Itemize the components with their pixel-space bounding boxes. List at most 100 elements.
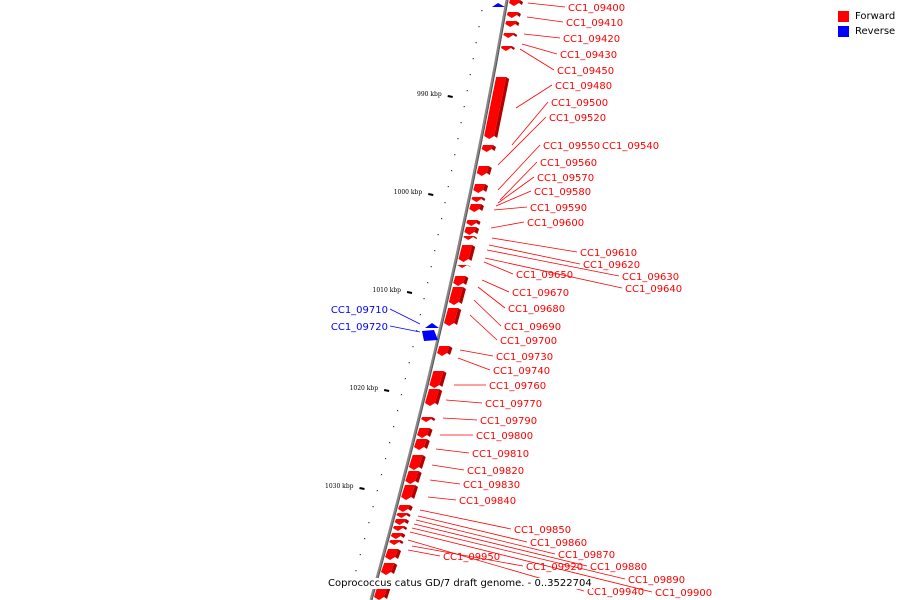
forward-gene [429, 371, 444, 388]
forward-gene [421, 417, 433, 422]
forward-gene [457, 265, 468, 268]
leader-line [469, 314, 498, 341]
gene-shading [404, 519, 410, 524]
scale-dot [457, 138, 459, 140]
legend: Forward Reverse [838, 9, 895, 39]
gene-shading [518, 0, 523, 5]
scale-dot [355, 570, 357, 572]
scale-dot [481, 10, 483, 12]
gene-label-forward: CC1_09810 [472, 449, 529, 460]
gene-shading [479, 204, 484, 211]
gene-label-forward: CC1_09670 [512, 288, 569, 299]
gene-label-forward: CC1_09700 [500, 336, 557, 347]
leader-line [411, 527, 626, 580]
scale-dot [404, 378, 406, 380]
forward-gene [392, 526, 405, 531]
scale-dot [447, 186, 449, 188]
gene-label-forward: CC1_09540 [602, 141, 659, 152]
leader-line [523, 33, 561, 39]
scale-dot [450, 170, 453, 172]
leader-line [486, 249, 620, 277]
gene-shading [474, 227, 480, 234]
gene-shading [431, 417, 436, 421]
forward-gene [476, 166, 489, 176]
leader-line [459, 349, 494, 357]
gene-label-forward: CC1_09870 [558, 550, 615, 561]
scale-dot [469, 74, 471, 76]
gene-label-forward: CC1_09740 [493, 366, 550, 377]
leader-line [415, 519, 556, 555]
scale-dot [427, 282, 429, 284]
forward-gene [437, 346, 450, 356]
gene-label-forward: CC1_09800 [476, 431, 533, 442]
forward-gene [505, 21, 517, 27]
gene-label-forward: CC1_09520 [549, 113, 606, 124]
gene-shading [510, 46, 515, 50]
gene-shading [447, 346, 453, 355]
forward-gene [408, 455, 423, 470]
scale-dot [466, 90, 468, 92]
gene-shading [400, 533, 406, 538]
scale-dot [380, 474, 383, 476]
leader-line [527, 2, 566, 8]
gene-shading [491, 145, 496, 151]
tick-mark [428, 193, 434, 196]
scale-dot [384, 458, 387, 460]
gene-label-forward: CC1_09560 [540, 158, 597, 169]
gene-label-reverse: CC1_09710 [331, 305, 388, 316]
gene-labels: CC1_09400 CC1_09410 CC1_09420 CC1_09430 CC1_… [331, 3, 712, 599]
forward-gene [453, 276, 466, 286]
forward-gene [464, 227, 477, 235]
leader-line [495, 190, 532, 207]
gene-shading [427, 428, 433, 437]
scale-dot [419, 314, 422, 316]
gene-label-forward: CC1_09600 [527, 218, 584, 229]
leader-line [411, 545, 524, 567]
forward-gene [394, 519, 407, 525]
genome-caption: Coprococcus catus GD/7 draft genome. - 0… [328, 578, 592, 589]
gene-label-forward: CC1_09680 [508, 304, 565, 315]
scale-dot [434, 250, 436, 252]
gene-shading [481, 197, 486, 201]
gene-label-forward: CC1_09790 [480, 416, 537, 427]
gene-label-forward: CC1_09860 [530, 538, 587, 549]
leader-line [497, 144, 541, 191]
reverse-gene [422, 330, 438, 341]
leader-line [417, 515, 528, 543]
scale-dot [372, 506, 374, 508]
forward-gene [405, 471, 419, 484]
gene-shading [513, 33, 518, 37]
gene-shading [494, 77, 510, 138]
gene-shading [454, 308, 462, 325]
forward-gene [401, 485, 416, 500]
leader-line [483, 261, 514, 275]
gene-shading [411, 485, 419, 499]
tick-label: 1000 kbp [394, 189, 423, 196]
forward-gene [466, 220, 478, 226]
gene-label-forward: CC1_09610 [580, 248, 637, 259]
tick-label: 1030 kbp [325, 483, 354, 490]
gene-label-forward: CC1_09850 [514, 525, 571, 536]
gene-label-forward: CC1_09640 [625, 284, 682, 295]
scale-dot [423, 298, 425, 300]
gene-label-forward: CC1_09830 [463, 480, 520, 491]
scale-dot [393, 426, 395, 428]
gene-label-forward: CC1_09950 [443, 552, 500, 563]
scale-dot [412, 346, 414, 348]
scale-dot [472, 58, 474, 60]
legend-label-forward: Forward [855, 11, 896, 22]
tick-mark [406, 291, 413, 294]
genome-backbone [369, 0, 509, 600]
forward-gene [397, 505, 410, 512]
gene-label-forward: CC1_09410 [566, 18, 623, 29]
leader-line [491, 237, 578, 253]
gene-shading [483, 184, 489, 192]
gene-label-forward: CC1_09570 [537, 173, 594, 184]
leader-line [407, 549, 441, 557]
leader-line [515, 84, 553, 109]
gene-label-forward: CC1_09430 [560, 50, 617, 61]
tick-mark [383, 389, 390, 392]
gene-label-forward: CC1_09840 [459, 496, 516, 507]
gene-shading [468, 245, 476, 261]
